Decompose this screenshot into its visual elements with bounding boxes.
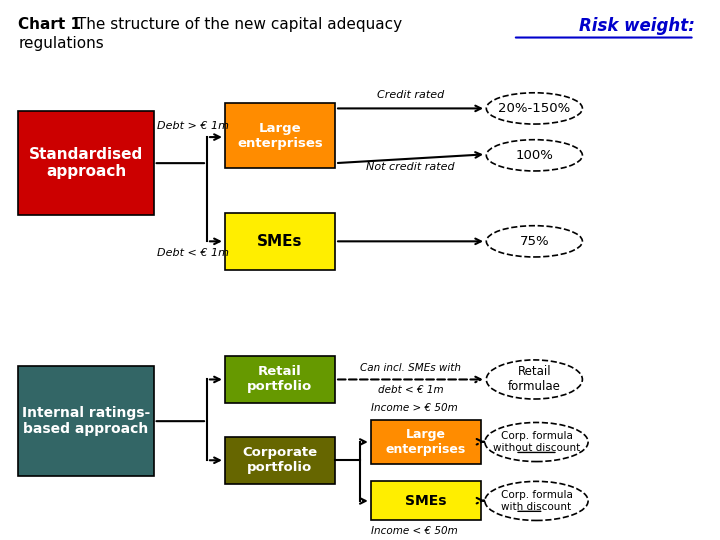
FancyBboxPatch shape — [19, 367, 153, 476]
Text: Risk weight:: Risk weight: — [579, 17, 695, 35]
Text: Internal ratings-
based approach: Internal ratings- based approach — [22, 406, 150, 436]
FancyBboxPatch shape — [225, 437, 335, 484]
FancyBboxPatch shape — [225, 213, 335, 270]
Text: Large
enterprises: Large enterprises — [237, 122, 323, 150]
Text: SMEs: SMEs — [405, 494, 446, 508]
Text: Can incl. SMEs with: Can incl. SMEs with — [360, 363, 461, 373]
Ellipse shape — [486, 226, 582, 257]
Ellipse shape — [486, 140, 582, 171]
FancyBboxPatch shape — [371, 420, 481, 464]
Text: 75%: 75% — [520, 235, 549, 248]
FancyBboxPatch shape — [225, 103, 335, 168]
Ellipse shape — [485, 481, 588, 521]
Text: The structure of the new capital adequacy: The structure of the new capital adequac… — [72, 17, 402, 32]
Text: Retail
portfolio: Retail portfolio — [247, 366, 312, 394]
Text: Standardised
approach: Standardised approach — [29, 147, 143, 179]
Text: Debt < € 1m: Debt < € 1m — [157, 248, 229, 258]
Text: debt < € 1m: debt < € 1m — [378, 384, 444, 395]
FancyBboxPatch shape — [225, 356, 335, 403]
Ellipse shape — [485, 422, 588, 462]
Text: Retail
formulae: Retail formulae — [508, 366, 561, 394]
Text: Chart 1: Chart 1 — [19, 17, 81, 32]
Text: SMEs: SMEs — [257, 234, 302, 249]
Ellipse shape — [486, 93, 582, 124]
Text: Not credit rated: Not credit rated — [366, 161, 455, 172]
Text: Debt > € 1m: Debt > € 1m — [157, 121, 229, 131]
Text: 100%: 100% — [516, 149, 553, 162]
Text: Corporate
portfolio: Corporate portfolio — [243, 446, 318, 474]
Text: Corp. formula
with discount: Corp. formula with discount — [500, 490, 572, 512]
Text: Corp. formula
without discount: Corp. formula without discount — [493, 431, 580, 453]
FancyBboxPatch shape — [371, 481, 481, 520]
Text: Income > € 50m: Income > € 50m — [371, 403, 457, 413]
Text: regulations: regulations — [19, 37, 104, 51]
Text: Large
enterprises: Large enterprises — [386, 428, 466, 456]
Text: Income < € 50m: Income < € 50m — [371, 526, 457, 536]
Text: Credit rated: Credit rated — [377, 90, 444, 100]
Text: 20%-150%: 20%-150% — [498, 102, 570, 115]
Ellipse shape — [486, 360, 582, 399]
FancyBboxPatch shape — [19, 111, 153, 215]
